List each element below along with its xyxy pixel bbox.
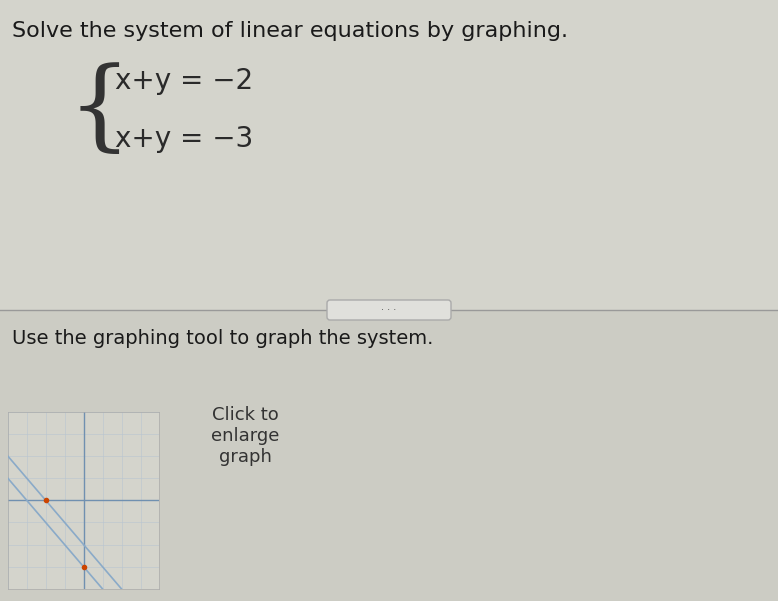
Text: x+y = −2: x+y = −2 — [115, 67, 253, 95]
Text: · · ·: · · · — [381, 305, 397, 315]
FancyBboxPatch shape — [327, 300, 451, 320]
Text: {: { — [68, 63, 131, 159]
Bar — [0, 0, 778, 311]
Text: Use the graphing tool to graph the system.: Use the graphing tool to graph the syste… — [12, 329, 433, 348]
Text: Click to
enlarge
graph: Click to enlarge graph — [211, 406, 279, 466]
Text: x+y = −3: x+y = −3 — [115, 125, 254, 153]
Text: Solve the system of linear equations by graphing.: Solve the system of linear equations by … — [12, 21, 568, 41]
Bar — [0, 311, 778, 601]
